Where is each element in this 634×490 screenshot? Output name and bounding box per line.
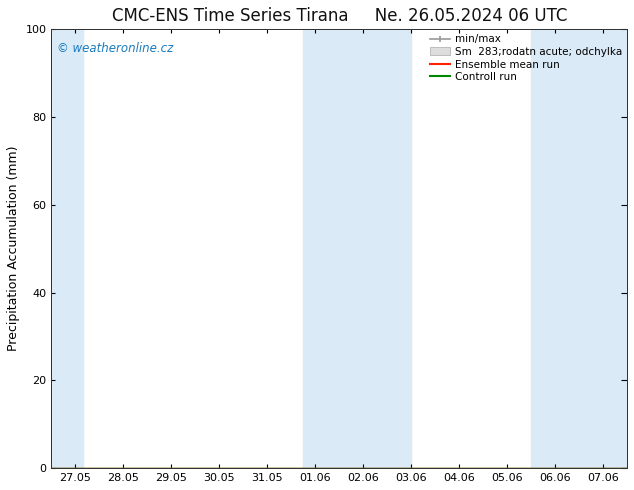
- Title: CMC-ENS Time Series Tirana     Ne. 26.05.2024 06 UTC: CMC-ENS Time Series Tirana Ne. 26.05.202…: [112, 7, 567, 25]
- Bar: [531, 29, 627, 468]
- Bar: [51, 29, 82, 468]
- Y-axis label: Precipitation Accumulation (mm): Precipitation Accumulation (mm): [7, 146, 20, 351]
- Bar: [303, 29, 411, 468]
- Text: © weatheronline.cz: © weatheronline.cz: [57, 43, 173, 55]
- Legend: min/max, Sm  283;rodatn acute; odchylka, Ensemble mean run, Controll run: min/max, Sm 283;rodatn acute; odchylka, …: [427, 31, 625, 85]
